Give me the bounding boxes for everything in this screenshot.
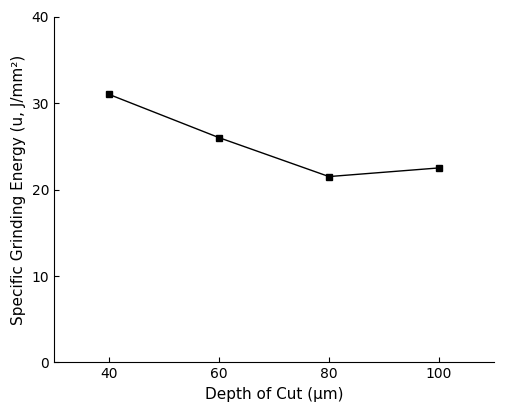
Y-axis label: Specific Grinding Energy (u, J/mm²): Specific Grinding Energy (u, J/mm²) <box>11 55 26 325</box>
X-axis label: Depth of Cut (μm): Depth of Cut (μm) <box>205 387 343 402</box>
